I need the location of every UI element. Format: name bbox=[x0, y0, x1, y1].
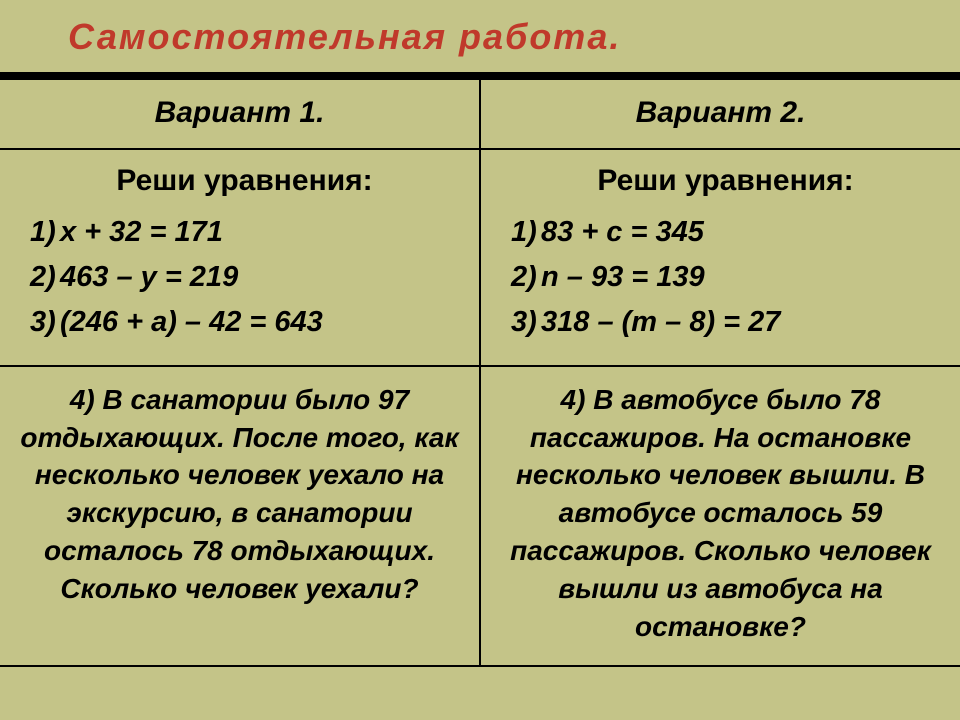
table-row: Реши уравнения: 1) х + 32 = 171 2) 463 –… bbox=[0, 149, 960, 366]
worksheet-page: Самостоятельная работа. Вариант 1. Вариа… bbox=[0, 0, 960, 720]
worksheet-table: Вариант 1. Вариант 2. Реши уравнения: 1)… bbox=[0, 80, 960, 667]
equation-text: 463 – у = 219 bbox=[60, 261, 238, 293]
equations-heading: Реши уравнения: bbox=[30, 164, 459, 198]
equation-item: 3) 318 – (m – 8) = 27 bbox=[541, 300, 940, 345]
variant-1-equations-cell: Реши уравнения: 1) х + 32 = 171 2) 463 –… bbox=[0, 149, 480, 366]
variant-1-word-problem: 4) В санатории было 97 отдыхающих. После… bbox=[0, 366, 480, 667]
variant-1-header: Вариант 1. bbox=[0, 80, 480, 149]
equation-item: 3) (246 + а) – 42 = 643 bbox=[60, 300, 459, 345]
equation-item: 2) 463 – у = 219 bbox=[60, 255, 459, 300]
variant-2-equations-cell: Реши уравнения: 1) 83 + с = 345 2) n – 9… bbox=[480, 149, 960, 366]
equation-item: 1) 83 + с = 345 bbox=[541, 210, 940, 255]
equation-text: х + 32 = 171 bbox=[60, 216, 223, 248]
equation-item: 2) n – 93 = 139 bbox=[541, 255, 940, 300]
equation-text: n – 93 = 139 bbox=[541, 261, 705, 293]
equation-text: 318 – (m – 8) = 27 bbox=[541, 306, 780, 338]
equation-number: 3) bbox=[511, 300, 537, 345]
equation-list: 1) х + 32 = 171 2) 463 – у = 219 3) (246… bbox=[30, 210, 459, 345]
equation-list: 1) 83 + с = 345 2) n – 93 = 139 3) 318 –… bbox=[511, 210, 940, 345]
equation-number: 2) bbox=[511, 255, 537, 300]
equation-number: 1) bbox=[30, 210, 56, 255]
equation-number: 2) bbox=[30, 255, 56, 300]
variant-2-word-problem: 4) В автобусе было 78 пассажиров. На ост… bbox=[480, 366, 960, 667]
page-title: Самостоятельная работа. bbox=[0, 10, 960, 72]
table-row: 4) В санатории было 97 отдыхающих. После… bbox=[0, 366, 960, 667]
equations-heading: Реши уравнения: bbox=[511, 164, 940, 198]
equation-item: 1) х + 32 = 171 bbox=[60, 210, 459, 255]
divider-strip bbox=[0, 72, 960, 80]
equation-text: 83 + с = 345 bbox=[541, 216, 704, 248]
equation-text: (246 + а) – 42 = 643 bbox=[60, 306, 323, 338]
equation-number: 3) bbox=[30, 300, 56, 345]
equation-number: 1) bbox=[511, 210, 537, 255]
variant-2-header: Вариант 2. bbox=[480, 80, 960, 149]
table-row: Вариант 1. Вариант 2. bbox=[0, 80, 960, 149]
